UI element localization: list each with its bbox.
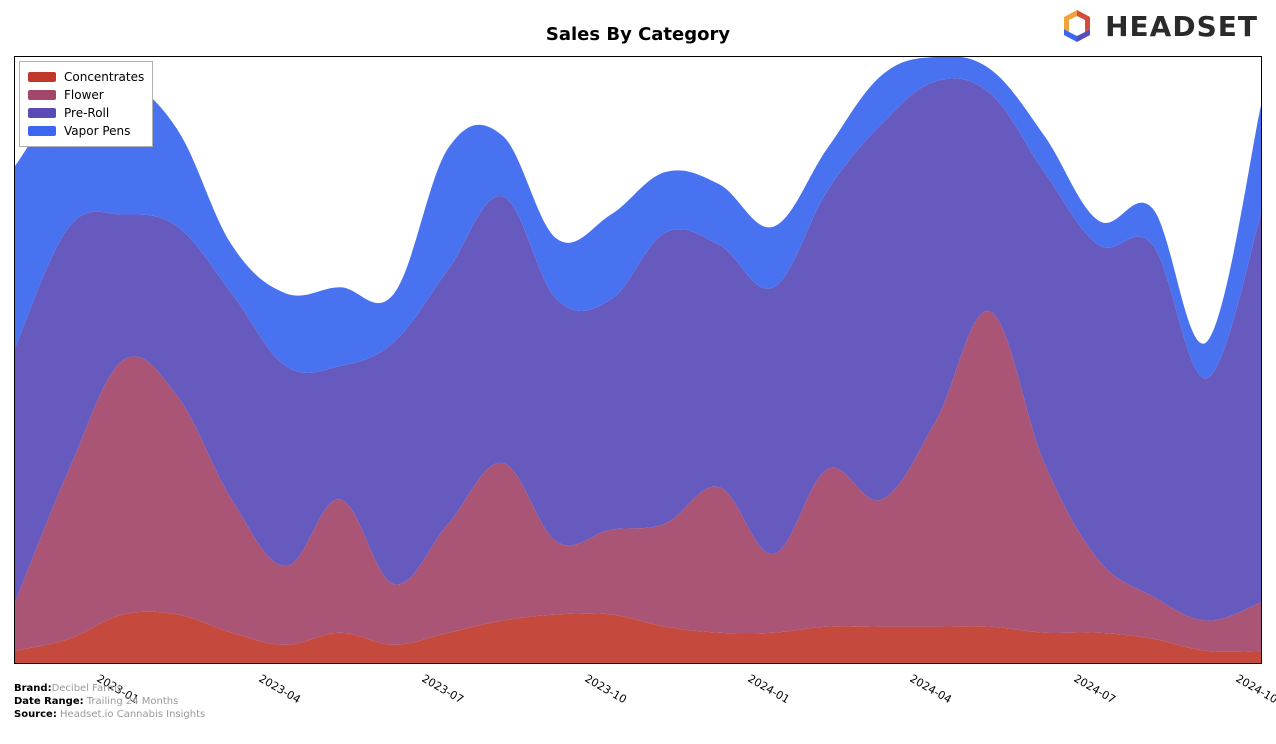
stacked-area-svg [15, 57, 1261, 663]
footer-value: Headset.io Cannabis Insights [57, 709, 205, 720]
footer-key: Date Range: [14, 696, 84, 707]
legend-swatch [28, 90, 56, 100]
x-axis-tick-label: 2023-07 [420, 672, 466, 706]
footer-line: Brand:Decibel Farms [14, 682, 205, 695]
footer-key: Brand: [14, 683, 52, 694]
footer-value: Decibel Farms [52, 683, 122, 694]
legend-label: Vapor Pens [64, 124, 130, 138]
legend-label: Flower [64, 88, 104, 102]
headset-logo-text: HEADSET [1105, 10, 1258, 43]
footer-line: Source: Headset.io Cannabis Insights [14, 708, 205, 721]
chart-plot-area: Concentrates Flower Pre-Roll Vapor Pens [14, 56, 1262, 664]
chart-footer: Brand:Decibel FarmsDate Range: Trailing … [14, 682, 205, 721]
x-axis-tick-label: 2024-10 [1234, 672, 1276, 706]
legend-item-concentrates: Concentrates [28, 68, 144, 86]
legend-swatch [28, 126, 56, 136]
x-axis-tick-label: 2024-07 [1071, 672, 1117, 706]
footer-key: Source: [14, 709, 57, 720]
headset-logo: HEADSET [1057, 6, 1258, 46]
legend-item-vapor: Vapor Pens [28, 122, 144, 140]
chart-legend: Concentrates Flower Pre-Roll Vapor Pens [19, 61, 153, 147]
footer-value: Trailing 24 Months [84, 696, 179, 707]
x-axis-tick-label: 2023-04 [256, 672, 302, 706]
x-axis-tick-label: 2024-04 [908, 672, 954, 706]
x-axis-tick-label: 2023-10 [582, 672, 628, 706]
legend-swatch [28, 108, 56, 118]
legend-item-preroll: Pre-Roll [28, 104, 144, 122]
x-axis-tick-label: 2024-01 [746, 672, 792, 706]
legend-item-flower: Flower [28, 86, 144, 104]
legend-swatch [28, 72, 56, 82]
legend-label: Pre-Roll [64, 106, 109, 120]
legend-label: Concentrates [64, 70, 144, 84]
headset-logo-icon [1057, 6, 1097, 46]
footer-line: Date Range: Trailing 24 Months [14, 695, 205, 708]
